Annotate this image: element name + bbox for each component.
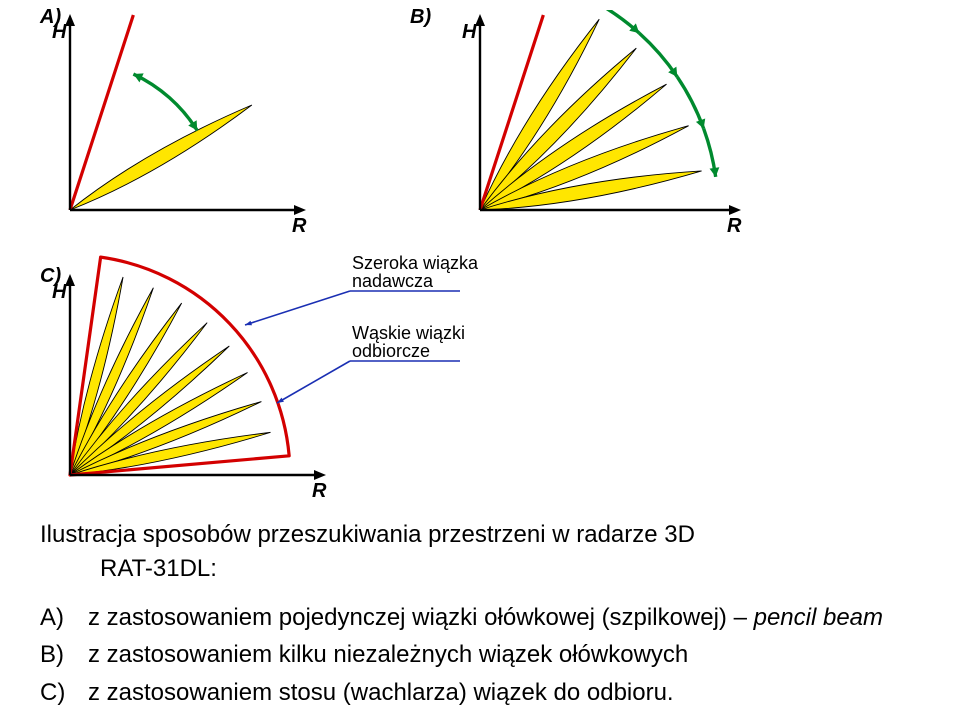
legend-key-c: C): [40, 674, 88, 711]
legend-text-c: z zastosowaniem stosu (wachlarza) wiązek…: [88, 674, 674, 711]
panel-b-svg: HR: [450, 10, 770, 240]
figure-caption: Ilustracja sposobów przeszukiwania przes…: [40, 518, 920, 585]
caption-line-1: Ilustracja sposobów przeszukiwania przes…: [40, 518, 920, 552]
svg-text:H: H: [462, 21, 477, 43]
svg-text:nadawcza: nadawcza: [352, 271, 434, 291]
svg-text:R: R: [292, 215, 307, 237]
legend-row-b: B) z zastosowaniem kilku niezależnych wi…: [40, 636, 920, 673]
legend-row-c: C) z zastosowaniem stosu (wachlarza) wią…: [40, 674, 920, 711]
panel-c-svg: HRSzeroka wiązkanadawczaWąskie wiązkiodb…: [40, 255, 480, 505]
legend-text-a: z zastosowaniem pojedynczej wiązki ołówk…: [88, 599, 883, 636]
caption-line-2: RAT-31DL:: [100, 552, 920, 586]
legend: A) z zastosowaniem pojedynczej wiązki oł…: [40, 599, 920, 711]
legend-key-b: B): [40, 636, 88, 673]
panel-a: A) HR: [40, 10, 330, 245]
top-row: A) HR B) HR: [40, 10, 920, 245]
page: A) HR B) HR C) HRSzeroka wiązkanadawczaW…: [0, 0, 960, 708]
panel-c-letter: C): [40, 265, 61, 288]
legend-text-b: z zastosowaniem kilku niezależnych wiąze…: [88, 636, 688, 673]
svg-text:Wąskie wiązki: Wąskie wiązki: [352, 323, 465, 343]
panel-b-letter: B): [410, 6, 431, 29]
bottom-row: C) HRSzeroka wiązkanadawczaWąskie wiązki…: [40, 255, 920, 510]
svg-text:R: R: [312, 480, 327, 502]
legend-row-a: A) z zastosowaniem pojedynczej wiązki oł…: [40, 599, 920, 636]
panel-c: C) HRSzeroka wiązkanadawczaWąskie wiązki…: [40, 255, 480, 510]
svg-text:R: R: [727, 215, 742, 237]
panel-a-svg: HR: [40, 10, 330, 240]
svg-text:odbiorcze: odbiorcze: [352, 341, 430, 361]
legend-key-a: A): [40, 599, 88, 636]
panel-a-letter: A): [40, 6, 61, 29]
panel-b: B) HR: [450, 10, 770, 245]
